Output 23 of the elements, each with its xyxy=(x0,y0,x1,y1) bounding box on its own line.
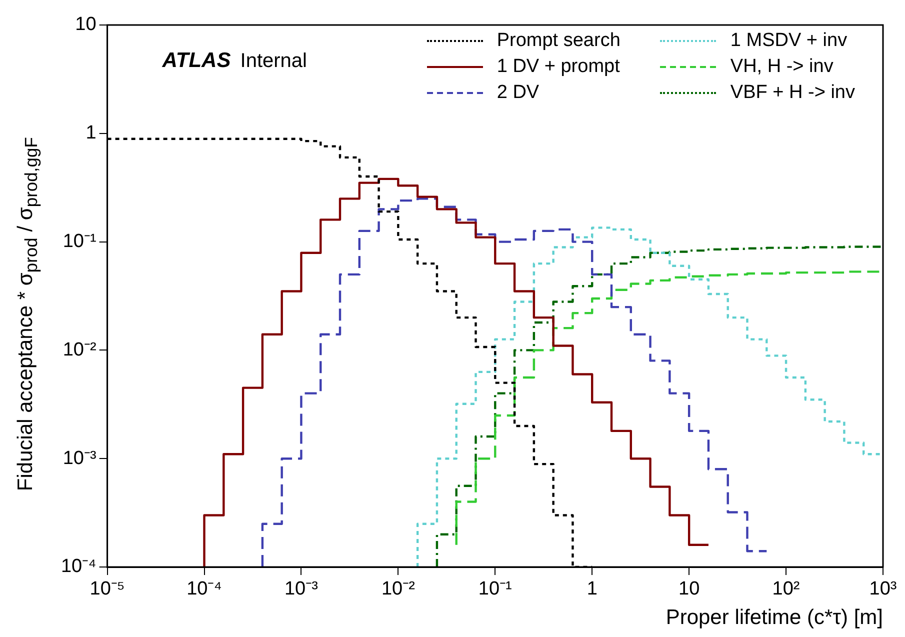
y-tick-label: 10⁻³ xyxy=(62,448,96,469)
x-tick-label: 10⁻⁴ xyxy=(186,578,222,600)
legend-label: 1 MSDV + inv xyxy=(730,30,848,52)
x-tick-label: 10² xyxy=(772,578,800,600)
y-tick-label: 10⁻² xyxy=(62,339,96,360)
legend-label: VBF + H -> inv xyxy=(730,82,855,104)
y-tick-label: 10 xyxy=(75,14,96,36)
legend-label: Prompt search xyxy=(496,30,620,52)
annotation: ATLAS Internal xyxy=(161,49,307,72)
x-tick-label: 10 xyxy=(678,578,700,600)
x-tick-label: 10⁻⁵ xyxy=(90,578,125,600)
x-tick-label: 1 xyxy=(586,578,598,600)
legend-label: 1 DV + prompt xyxy=(496,56,620,78)
y-tick-label: 10⁻¹ xyxy=(62,231,96,252)
x-tick-label: 10⁻² xyxy=(381,578,415,600)
legend-label: VH, H -> inv xyxy=(730,56,834,78)
x-tick-label: 10³ xyxy=(869,578,897,600)
x-axis-title: Proper lifetime (c*τ) [m] xyxy=(666,606,883,630)
legend-label: 2 DV xyxy=(496,82,540,104)
y-tick-label: 10⁻⁴ xyxy=(60,556,96,578)
x-tick-label: 10⁻¹ xyxy=(478,578,512,600)
x-tick-label: 10⁻³ xyxy=(284,578,318,600)
y-tick-label: 1 xyxy=(86,122,96,144)
